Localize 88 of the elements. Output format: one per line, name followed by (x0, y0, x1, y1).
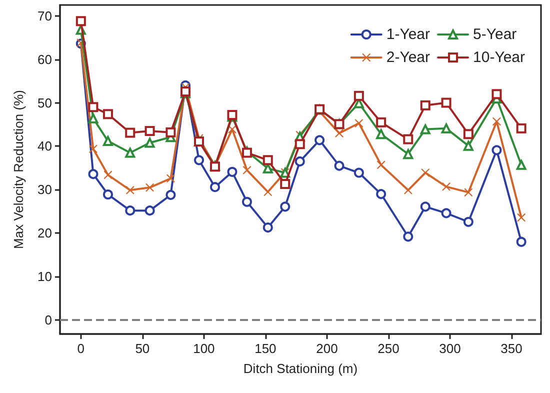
point (227, 166, 238, 177)
x-tick-label: 150 (254, 341, 276, 356)
point (262, 155, 273, 166)
x-tick-label: 0 (77, 341, 85, 356)
point (492, 145, 502, 156)
point (144, 126, 155, 136)
point (144, 138, 155, 148)
point (463, 216, 474, 227)
point (166, 190, 176, 200)
point (104, 170, 112, 179)
point (354, 168, 364, 178)
point (463, 129, 474, 140)
point (376, 189, 386, 200)
legend-label: 1-Year (386, 26, 430, 43)
point (242, 196, 252, 207)
point (376, 117, 386, 128)
point (492, 89, 502, 100)
point (88, 113, 98, 124)
legend-label: 5-Year (473, 26, 517, 43)
point (463, 140, 474, 151)
point (354, 119, 363, 128)
x-tick-label: 250 (378, 341, 400, 356)
point (421, 168, 430, 177)
legend-label: 2-Year (386, 49, 430, 66)
point (441, 98, 452, 108)
point (420, 100, 430, 110)
point (144, 206, 155, 216)
point (335, 129, 344, 138)
point (376, 129, 386, 140)
point (194, 155, 204, 166)
point (102, 109, 113, 120)
point (516, 236, 526, 247)
x-axis-title: Ditch Stationing (m) (243, 361, 358, 376)
point (280, 202, 290, 212)
point (166, 127, 176, 138)
point (420, 124, 430, 134)
x-tick-label: 100 (193, 341, 215, 356)
point (354, 90, 364, 101)
point (262, 222, 273, 233)
x-tick-label: 200 (316, 341, 338, 356)
point (441, 123, 452, 134)
point (102, 136, 113, 146)
legend-label: 10-Year (473, 49, 526, 66)
point (210, 182, 220, 192)
point (76, 16, 86, 26)
point (125, 128, 136, 138)
point (242, 148, 252, 158)
point (89, 144, 98, 153)
point (464, 188, 472, 196)
point (280, 179, 290, 190)
point (146, 184, 154, 192)
point (88, 102, 98, 112)
point (377, 160, 386, 169)
y-tick-label: 20 (38, 226, 52, 241)
point (441, 208, 452, 218)
point (420, 202, 430, 212)
point (403, 149, 414, 160)
y-tick-label: 30 (38, 182, 52, 198)
point (442, 182, 450, 191)
point (102, 189, 113, 200)
y-tick-label: 40 (38, 138, 52, 154)
point (516, 123, 526, 134)
point (492, 117, 501, 126)
y-tick-label: 10 (38, 269, 52, 284)
y-tick-label: 70 (38, 8, 52, 24)
point (314, 135, 325, 146)
point (294, 139, 305, 150)
point (242, 166, 251, 174)
point (166, 174, 175, 182)
x-tick-label: 50 (135, 341, 150, 356)
point (126, 186, 134, 194)
y-tick-label: 60 (38, 52, 52, 67)
point (403, 134, 414, 144)
point (334, 160, 344, 171)
x-tick-label: 350 (500, 341, 522, 356)
point (264, 188, 272, 196)
point (517, 214, 526, 222)
y-tick-label: 50 (38, 95, 52, 110)
y-axis-title: Max Velocity Reduction (%) (11, 90, 26, 249)
point (88, 169, 98, 180)
point (125, 206, 136, 216)
y-tick-label: 0 (44, 312, 52, 328)
point (516, 160, 526, 170)
x-tick-label: 300 (439, 341, 461, 356)
point (125, 148, 136, 158)
point (404, 186, 412, 194)
point (403, 232, 414, 242)
point (294, 156, 305, 166)
